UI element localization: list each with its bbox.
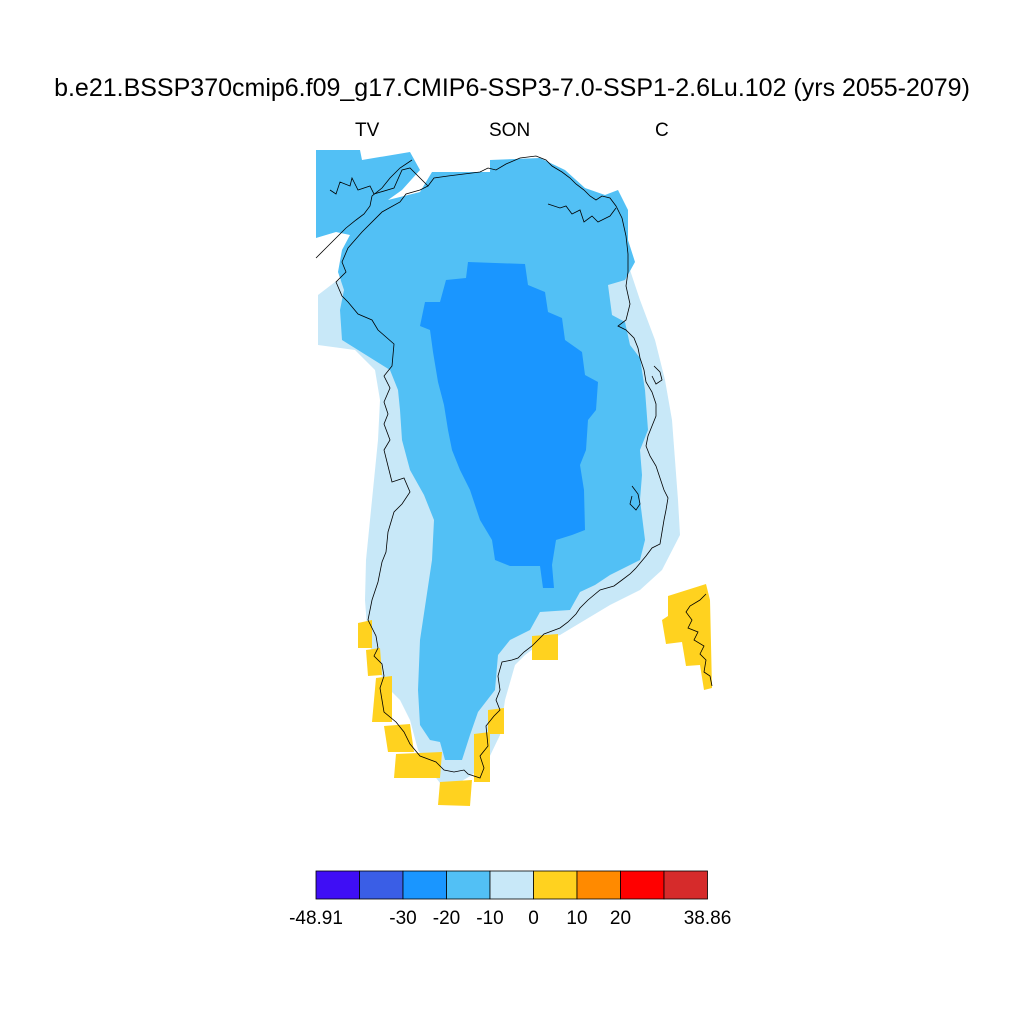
right-string: C	[655, 120, 669, 141]
colorbar-box-8	[663, 870, 708, 900]
colorbar-tick-label: -10	[476, 908, 503, 929]
colorbar-tick-label: 0	[528, 908, 539, 929]
colorbar-box-4	[489, 870, 534, 900]
coastline-mainland	[329, 155, 669, 779]
colorbar-box-0	[315, 870, 360, 900]
colorbar-tick-label: -30	[389, 908, 416, 929]
region-dark-blue	[420, 262, 598, 588]
colorbar-box-7	[620, 870, 665, 900]
region-yellow-sw-2	[366, 648, 382, 676]
coastline-iceland	[685, 593, 713, 687]
region-yellow-sw-4	[384, 724, 414, 752]
colorbar-tick-label: 10	[566, 908, 587, 929]
region-yellow-iceland	[662, 584, 712, 690]
colorbar-tick-label: -48.91	[289, 908, 343, 929]
region-yellow-sw-1	[358, 620, 372, 648]
center-string: SON	[489, 120, 531, 141]
plot-title: b.e21.BSSP370cmip6.f09_g17.CMIP6-SSP3-7.…	[54, 74, 970, 102]
coastline-east-island	[651, 365, 663, 385]
colorbar-box-2	[402, 870, 447, 900]
coastline-east-fjord	[629, 485, 641, 511]
coastline-nw-land	[315, 159, 413, 259]
colorbar-box-6	[576, 870, 621, 900]
colorbar-tick-label: -20	[433, 908, 460, 929]
region-yellow-south	[438, 780, 472, 806]
colorbar-box-1	[359, 870, 404, 900]
left-string: TV	[355, 120, 380, 141]
colorbar-box-5	[533, 870, 578, 900]
colorbar-box-3	[446, 870, 491, 900]
colorbar-tick-label: 20	[610, 908, 631, 929]
region-yellow-se-1	[474, 732, 490, 782]
region-yellow-se-3	[532, 634, 558, 660]
region-yellow-se-2	[488, 708, 504, 734]
coastline-ne-inlet	[547, 203, 617, 223]
colorbar-tick-label: 38.86	[684, 908, 732, 929]
region-yellow-sw-5	[394, 752, 442, 778]
